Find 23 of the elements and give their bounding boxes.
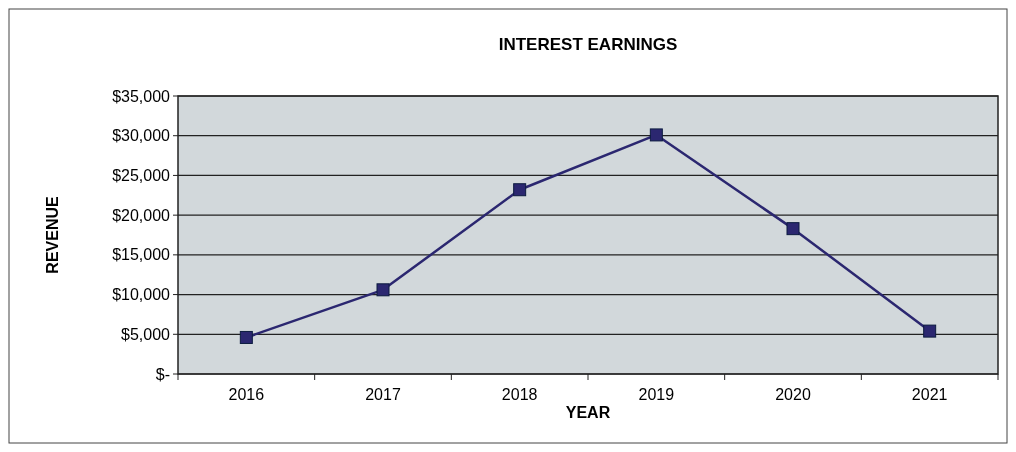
y-tick-label: $30,000 — [112, 127, 171, 145]
x-tick-label: 2018 — [501, 386, 538, 403]
point — [786, 222, 800, 236]
x-tick-label: 2020 — [775, 386, 811, 403]
x-tick-label: 2017 — [365, 386, 401, 403]
y-tick-label: $- — [155, 365, 170, 383]
point — [923, 324, 937, 338]
chart-title: INTEREST EARNINGS — [498, 35, 678, 54]
point — [513, 183, 527, 197]
y-tick-label: $10,000 — [112, 286, 171, 304]
point — [376, 283, 390, 297]
y-tick-label: $15,000 — [112, 246, 171, 264]
y-tick-label: $5,000 — [121, 325, 171, 343]
y-tick-label: $35,000 — [112, 87, 171, 105]
y-tick-label: $20,000 — [112, 206, 171, 224]
point — [649, 128, 663, 142]
x-tick-label: 2019 — [638, 386, 675, 403]
x-tick-label: 2021 — [911, 386, 948, 403]
y-axis-title: REVENUE — [44, 196, 61, 274]
point — [239, 330, 253, 344]
x-axis-title: YEAR — [565, 404, 611, 421]
y-tick-label: $25,000 — [112, 167, 171, 185]
x-tick-label: 2016 — [228, 386, 265, 403]
